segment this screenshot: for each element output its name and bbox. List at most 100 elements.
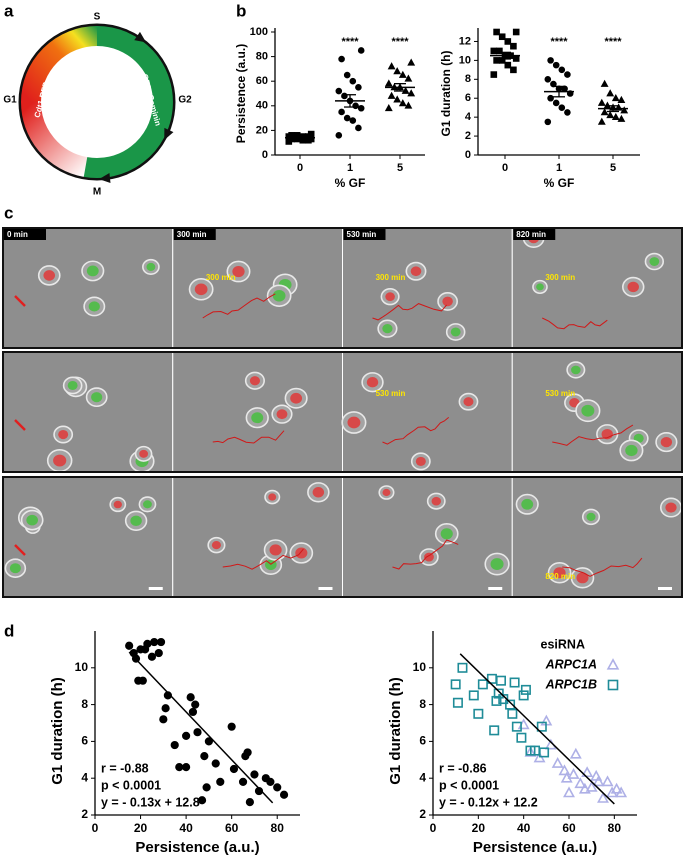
- data-point: [578, 782, 591, 794]
- data-point: [125, 641, 134, 650]
- x-tick-label: 1: [347, 162, 353, 174]
- x-tick-label: 40: [517, 821, 531, 835]
- y-tick-label: 60: [256, 75, 268, 87]
- nucleus: [113, 500, 122, 509]
- data-point: [558, 104, 566, 111]
- x-axis-label: % GF: [544, 176, 575, 190]
- data-point: [495, 675, 506, 686]
- nucleus: [440, 528, 453, 540]
- cell-arrow: [14, 419, 26, 431]
- scale-bar: [658, 587, 672, 590]
- y-tick-label: 0: [465, 149, 471, 161]
- data-point: [504, 38, 512, 45]
- legend-label: ARPC1B: [545, 677, 597, 691]
- data-point: [338, 55, 345, 63]
- micrograph: [2, 476, 174, 598]
- data-point: [477, 679, 488, 690]
- trajectory: [552, 424, 634, 446]
- g2-arc: [83, 26, 173, 178]
- data-point: [585, 780, 598, 792]
- data-point: [524, 745, 537, 757]
- y-tick-label: 8: [81, 697, 88, 711]
- data-point: [279, 790, 289, 799]
- data-point: [620, 106, 629, 114]
- data-point: [510, 42, 517, 50]
- data-point: [352, 102, 359, 110]
- stat-annotation: p < 0.0001: [439, 778, 499, 792]
- y-tick-label: 40: [256, 100, 268, 112]
- data-point: [536, 721, 547, 732]
- data-point: [509, 677, 520, 688]
- data-point: [558, 764, 571, 776]
- data-point: [227, 722, 236, 731]
- time-annotation: 530 min: [376, 389, 406, 398]
- data-point: [335, 132, 343, 139]
- nucleus: [139, 449, 149, 458]
- data-point: [601, 775, 614, 787]
- cell-cycle-diagram: S G2 M G1 Cdt1-RFP GFP- Geminin: [3, 12, 192, 198]
- nucleus: [424, 552, 434, 562]
- x-tick-label: 0: [430, 821, 437, 835]
- data-point: [510, 66, 517, 74]
- data-point: [520, 684, 531, 695]
- x-tick-label: 5: [397, 162, 403, 174]
- y-axis-label: Persistence (a.u.): [234, 44, 248, 143]
- cell-arrow: [14, 295, 26, 307]
- data-point: [343, 114, 351, 122]
- nucleus: [249, 376, 261, 386]
- y-axis-label: G1 duration (h): [49, 677, 66, 785]
- data-point: [182, 731, 191, 740]
- data-point: [154, 648, 163, 658]
- nucleus: [9, 563, 21, 574]
- data-point: [544, 118, 552, 126]
- legend-title: esiRNA: [541, 637, 585, 651]
- significance-label: ****: [604, 36, 622, 48]
- y-tick-label: 6: [81, 734, 88, 748]
- phase-label: G1: [3, 95, 17, 106]
- nucleus: [627, 281, 639, 293]
- nucleus: [146, 262, 156, 271]
- nucleus: [450, 327, 461, 337]
- data-point: [592, 775, 605, 787]
- trajectory: [542, 317, 608, 330]
- data-point: [338, 108, 345, 116]
- data-point: [138, 676, 147, 685]
- x-tick-label: 20: [134, 821, 148, 835]
- data-point: [617, 95, 626, 104]
- y-tick-label: 0: [262, 149, 268, 161]
- scale-bar: [318, 587, 333, 590]
- y-tick-label: 80: [256, 51, 268, 63]
- data-point: [175, 763, 184, 772]
- data-point: [216, 777, 225, 786]
- data-point: [202, 783, 211, 792]
- data-point: [564, 109, 571, 116]
- panel-label: c: [4, 203, 13, 222]
- data-point: [188, 707, 198, 717]
- nucleus: [382, 324, 393, 334]
- y-tick-label: 12: [459, 35, 471, 47]
- nucleus: [272, 289, 286, 302]
- y-tick-label: 4: [81, 770, 88, 784]
- trajectory: [392, 539, 459, 570]
- phase-label: M: [93, 187, 101, 198]
- nucleus: [86, 265, 99, 277]
- nucleus: [581, 404, 595, 417]
- data-point: [552, 61, 560, 69]
- cell-arrow: [14, 544, 26, 556]
- y-tick-label: 20: [256, 124, 268, 136]
- micrograph: [342, 227, 513, 349]
- time-label-bg: [173, 229, 216, 240]
- data-point: [398, 70, 407, 78]
- data-point: [473, 708, 484, 719]
- data-point: [507, 708, 518, 719]
- nucleus: [536, 283, 544, 291]
- data-point: [615, 786, 628, 798]
- time-annotation: 530 min: [545, 389, 575, 398]
- nucleus: [26, 514, 38, 526]
- data-point: [150, 637, 159, 647]
- nucleus: [312, 487, 325, 498]
- data-point: [143, 639, 152, 648]
- nucleus: [268, 493, 277, 501]
- data-point: [617, 114, 626, 122]
- data-point: [450, 679, 461, 690]
